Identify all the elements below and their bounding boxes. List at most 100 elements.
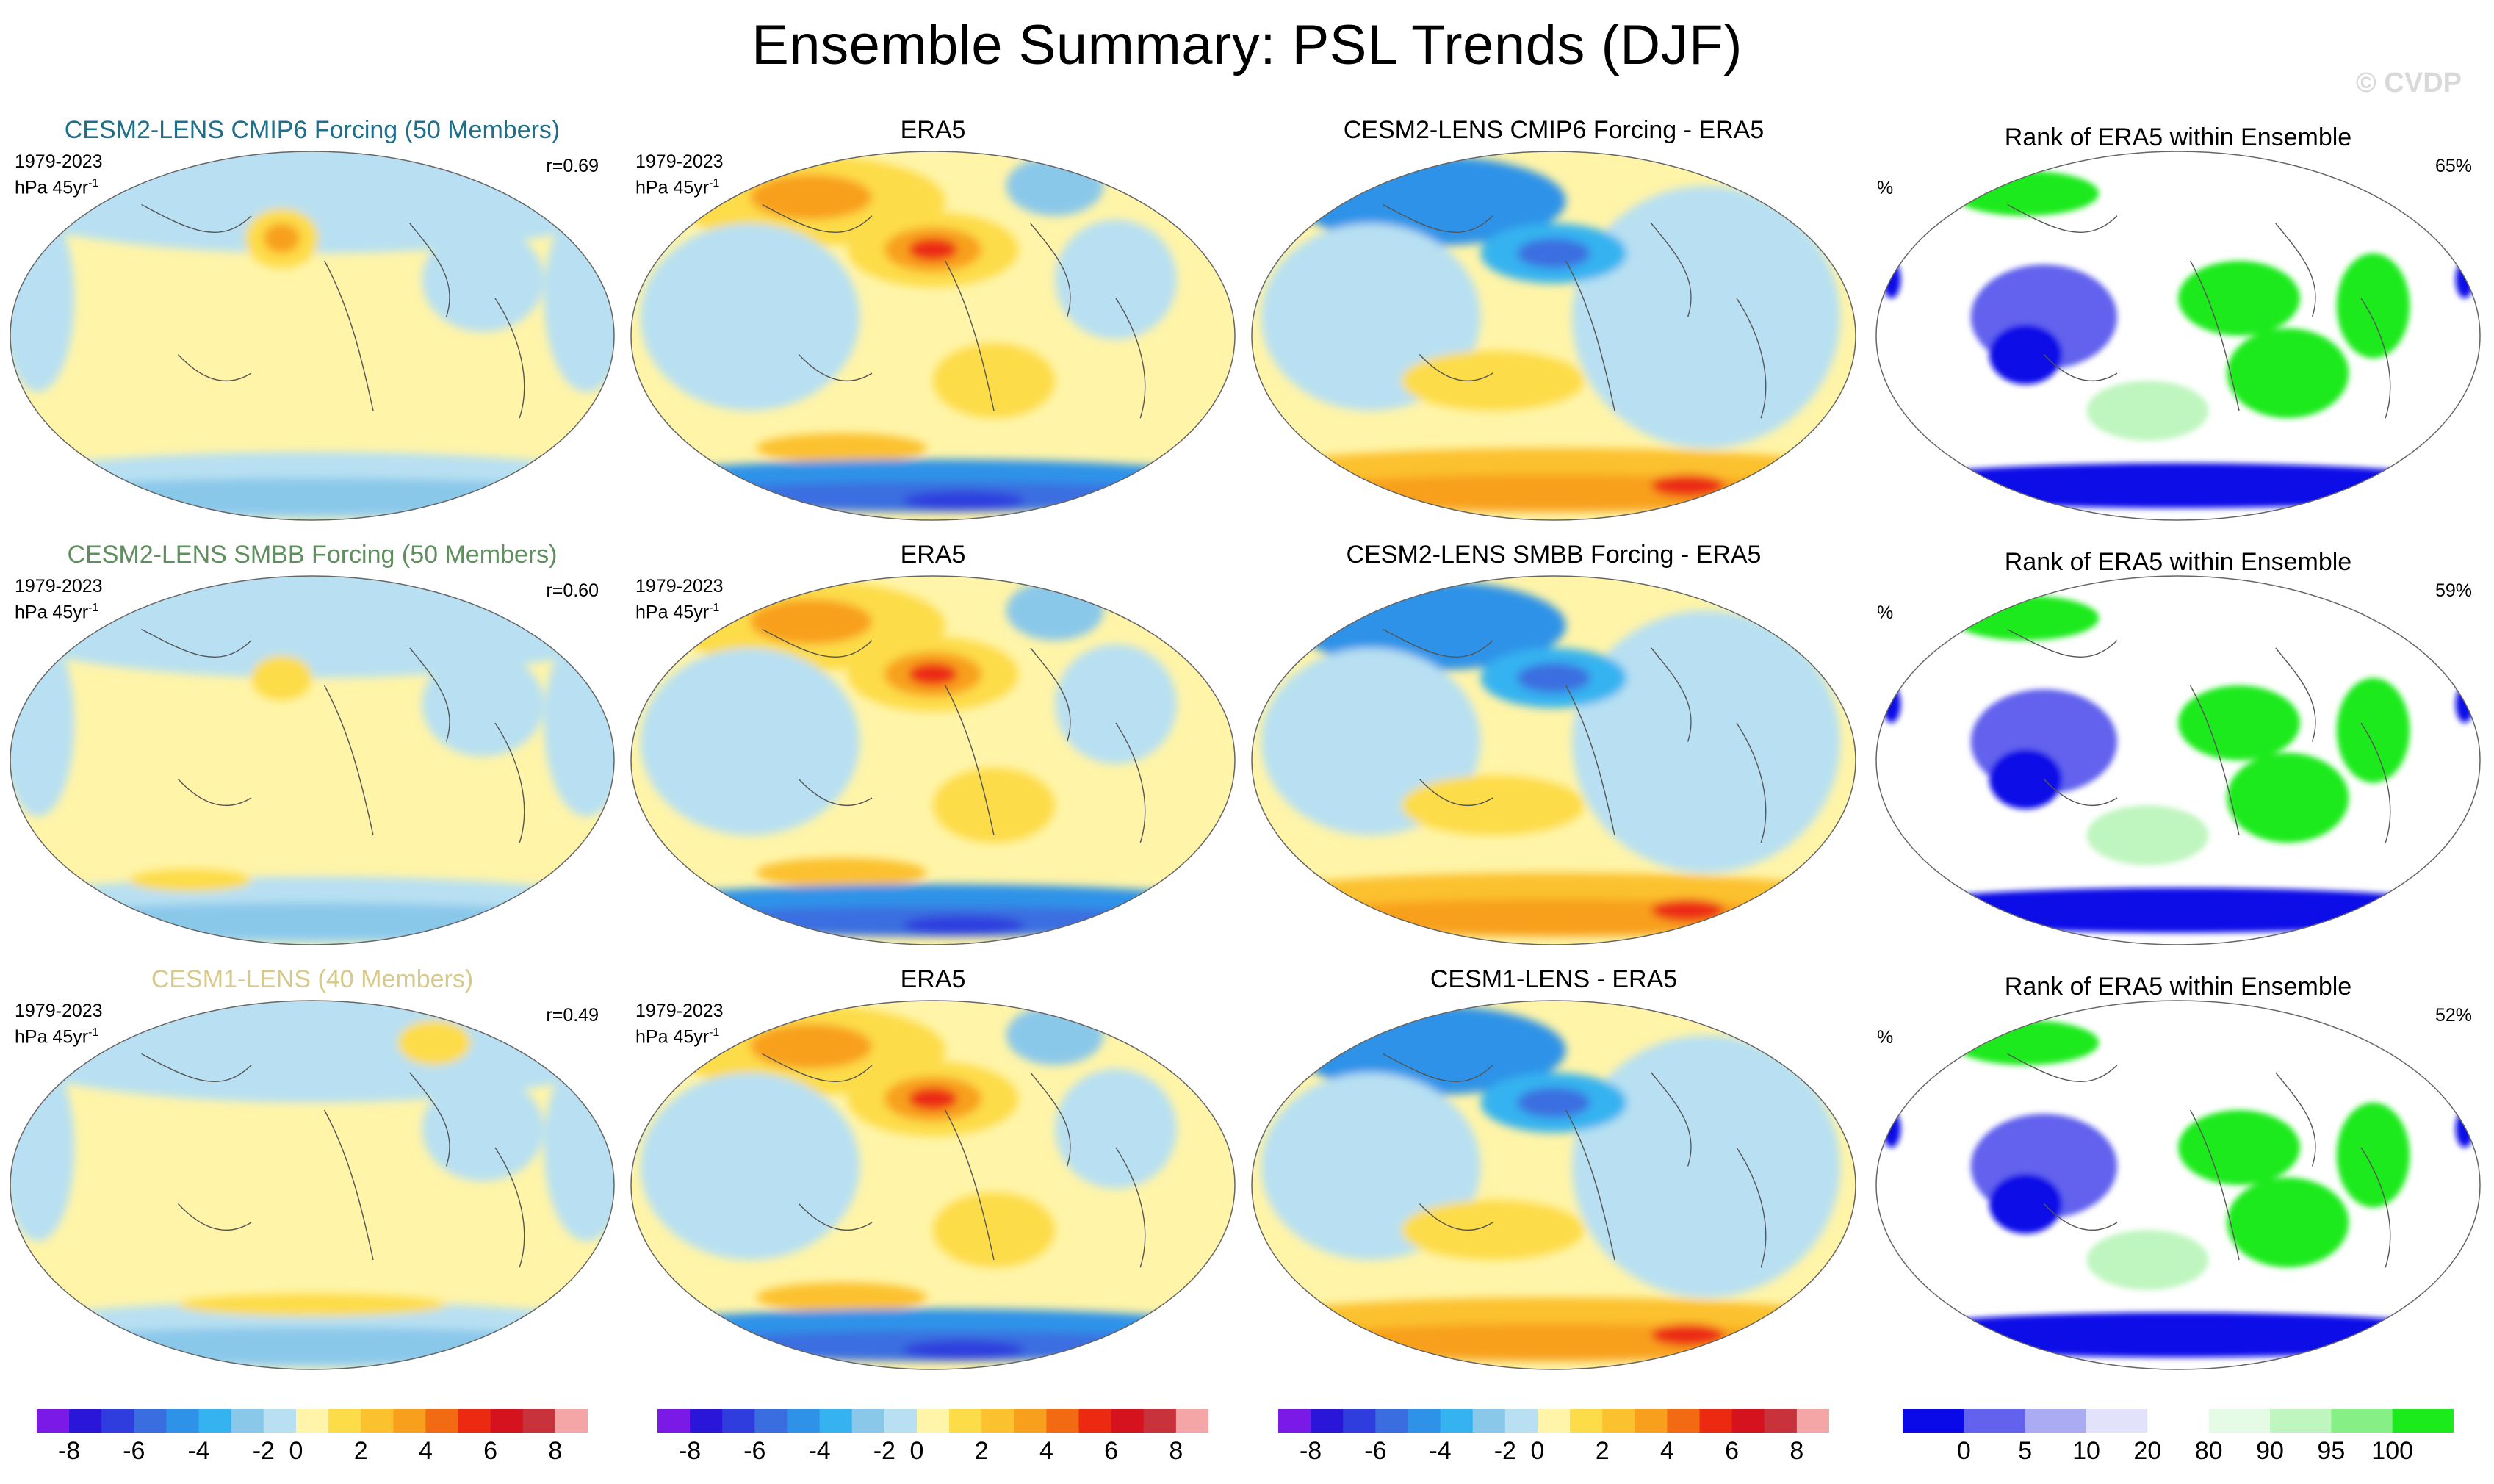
field-contour-5: [1517, 663, 1590, 694]
colorbar-tick-label: 4: [1659, 1437, 1674, 1465]
colorbar-tick-label: 0: [289, 1437, 303, 1465]
field-contour-3: [1571, 610, 1841, 873]
colorbar-tick-label: -8: [57, 1437, 81, 1465]
model-map-row-3: [10, 1000, 615, 1370]
colorbar-swatch: [1440, 1409, 1474, 1433]
trend-colorbar-1: [37, 1409, 588, 1433]
figure-title: Ensemble Summary: PSL Trends (DJF): [752, 14, 1742, 76]
map-border: [10, 1000, 615, 1370]
colorbar-tick-label: 20: [2133, 1437, 2162, 1465]
map-border: [1251, 575, 1856, 945]
colorbar-swatch: [425, 1409, 459, 1433]
colorbar-swatch: [1796, 1409, 1829, 1433]
colorbar-tick-label: -8: [678, 1437, 702, 1465]
field-contour-7: [397, 1020, 471, 1065]
colorbar-swatch: [657, 1409, 691, 1433]
cvdp-watermark: © CVDP: [2355, 68, 2462, 98]
coastline: [2007, 1053, 2391, 1268]
diff-map-row-2: [1251, 575, 1856, 945]
colorbar-tick-label: -2: [873, 1437, 895, 1465]
colorbar-tick-label: -6: [743, 1437, 766, 1465]
colorbar-tick-label: -8: [1299, 1437, 1322, 1465]
coastline: [1383, 1053, 1767, 1268]
colorbar-swatch: [1175, 1409, 1208, 1433]
colorbar-swatch: [722, 1409, 755, 1433]
period-units-label: 1979-2023 hPa 45yr-1: [635, 1001, 724, 1048]
colorbar-tick-label: -2: [252, 1437, 275, 1465]
colorbar-tick-label: 6: [1104, 1437, 1119, 1465]
colorbar-swatch: [1570, 1409, 1603, 1433]
period-units-label: 1979-2023 hPa 45yr-1: [15, 151, 103, 198]
field-contour-8: [178, 1293, 447, 1316]
pattern-correlation-label: r=0.69: [546, 156, 599, 176]
units-label: hPa 45yr-1: [635, 173, 724, 198]
colorbar-swatch: [690, 1409, 723, 1433]
field-contour-9: [933, 1192, 1055, 1268]
colorbar-tick-label: 8: [1790, 1437, 1804, 1465]
field-contour-4: [1006, 1005, 1104, 1065]
obs-map-row-1: [630, 151, 1236, 521]
colorbar-swatch: [166, 1409, 200, 1433]
field-contour-2: [2178, 261, 2300, 336]
field-contour-7: [1989, 324, 2063, 385]
colorbar-tick-label: -4: [1429, 1437, 1452, 1465]
colorbar-tick-label: 80: [2194, 1437, 2223, 1465]
field-contour-8: [908, 663, 958, 685]
colorbar-swatch: [1046, 1409, 1080, 1433]
period-label: 1979-2023: [15, 151, 103, 172]
field-contour-5: [2086, 381, 2209, 441]
colorbar-swatch: [1602, 1409, 1635, 1433]
field-contour-3: [2227, 1177, 2349, 1268]
field-contour-7: [1989, 749, 2063, 810]
colorbar-tick-label: -4: [187, 1437, 210, 1465]
colorbar-tick-label: 5: [2018, 1437, 2033, 1465]
obs-panel-title: ERA5: [900, 541, 966, 569]
field-contour-8: [1279, 898, 1828, 937]
colorbar-swatch: [1964, 1409, 2026, 1433]
colorbar-swatch: [851, 1409, 885, 1433]
period-label: 1979-2023: [15, 576, 103, 597]
rank-map-row-3: [1875, 1000, 2481, 1370]
field-contour-10: [756, 433, 927, 464]
colorbar-tick-label: -6: [1364, 1437, 1387, 1465]
coastline: [2007, 628, 2391, 843]
trend-colorbar-3: [1278, 1409, 1829, 1433]
colorbar-swatch: [134, 1409, 167, 1433]
period-label: 1979-2023: [635, 1001, 724, 1021]
colorbar-tick-label: 10: [2072, 1437, 2100, 1465]
colorbar-swatch: [263, 1409, 297, 1433]
map-border: [1875, 1000, 2481, 1370]
trend-colorbar-2: [657, 1409, 1208, 1433]
field-contour-6: [10, 1327, 614, 1365]
colorbar-swatch: [2025, 1409, 2087, 1433]
colorbar-swatch: [328, 1409, 361, 1433]
period-units-label: 1979-2023 hPa 45yr-1: [15, 576, 103, 623]
colorbar-swatch: [981, 1409, 1014, 1433]
field-contour-8: [1279, 1323, 1828, 1361]
colorbar-swatch: [1311, 1409, 1344, 1433]
field-contour-3: [1571, 186, 1841, 448]
units-text: hPa 45yr: [635, 1026, 710, 1048]
field-contour-6: [1401, 1200, 1585, 1260]
field-contour-3: [2227, 328, 2349, 419]
field-contour-5: [2086, 805, 2209, 865]
colorbar-swatch: [819, 1409, 853, 1433]
period-label: 1979-2023: [635, 576, 724, 597]
coastline: [2007, 203, 2391, 419]
field-contour-4: [422, 227, 544, 332]
field-contour-5: [1055, 1068, 1177, 1189]
colorbar-swatch: [949, 1409, 982, 1433]
colorbar-swatch: [1537, 1409, 1571, 1433]
rank-panel-title: Rank of ERA5 within Ensemble: [2004, 123, 2352, 151]
map-border: [1251, 1000, 1856, 1370]
colorbar-tick-label: 0: [1956, 1437, 1971, 1465]
units-exponent: -1: [88, 177, 99, 190]
field-contour-9: [933, 343, 1055, 419]
field-contour-10: [756, 1282, 927, 1313]
field-contour-1: [1952, 170, 2100, 216]
colorbar-swatch: [1667, 1409, 1701, 1433]
units-label: hPa 45yr-1: [635, 597, 724, 623]
field-contour-5: [1517, 238, 1590, 269]
colorbar-tick-label: 4: [1039, 1437, 1053, 1465]
colorbar-swatch: [1143, 1409, 1177, 1433]
